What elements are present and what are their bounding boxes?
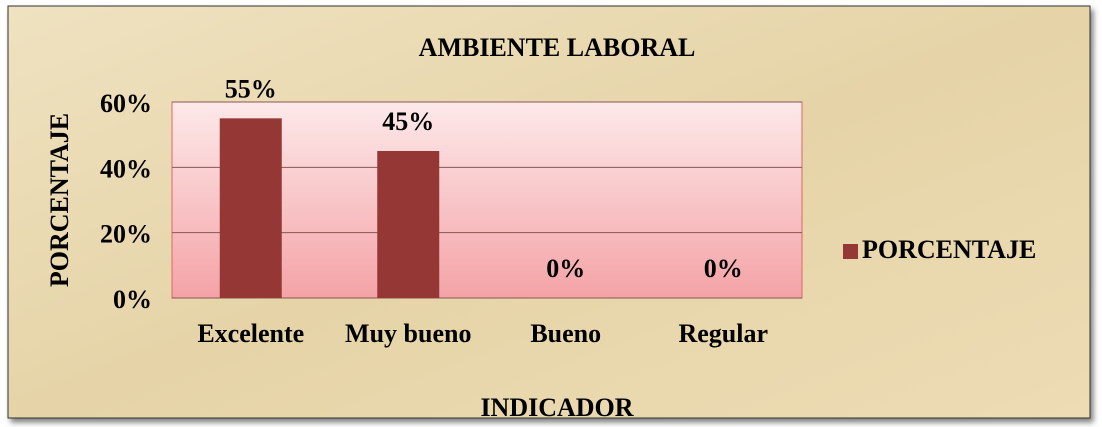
bar [377, 151, 440, 298]
x-tick-label: Muy bueno [345, 319, 471, 348]
legend-swatch [843, 244, 858, 259]
y-tick-label: 0% [113, 285, 152, 314]
y-tick-label: 60% [100, 89, 152, 118]
y-tick-label: 40% [100, 154, 152, 183]
data-label: 55% [225, 74, 277, 103]
data-label: 0% [546, 254, 585, 283]
bar [219, 118, 282, 298]
chart-title: AMBIENTE LABORAL [419, 33, 696, 62]
x-tick-label: Excelente [197, 319, 304, 348]
x-axis-label: INDICADOR [480, 393, 633, 422]
y-tick-label: 20% [100, 220, 152, 249]
data-label: 0% [704, 254, 743, 283]
y-axis-label: PORCENTAJE [45, 113, 74, 287]
x-tick-label: Bueno [530, 319, 601, 348]
data-label: 45% [382, 107, 434, 136]
x-tick-label: Regular [678, 319, 768, 348]
legend-label: PORCENTAJE [862, 235, 1036, 264]
